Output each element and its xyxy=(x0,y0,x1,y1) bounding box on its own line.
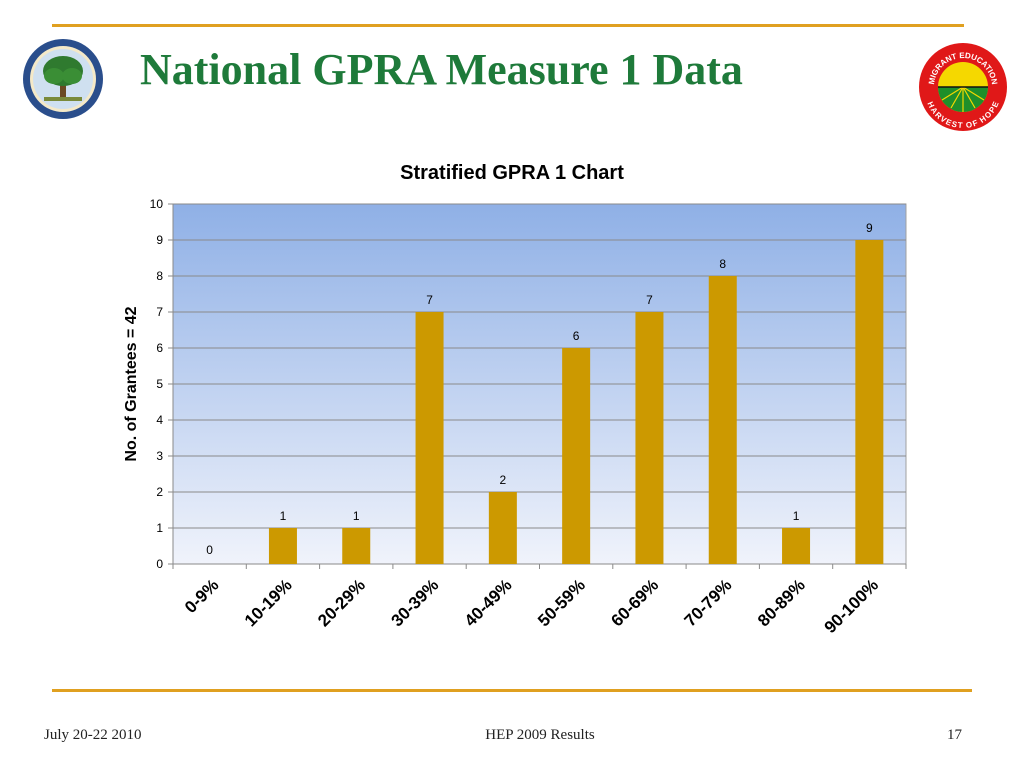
y-tick-label: 1 xyxy=(156,521,163,535)
y-tick-label: 10 xyxy=(150,197,164,211)
y-tick-label: 7 xyxy=(156,305,163,319)
x-tick-label: 30-39% xyxy=(388,575,443,630)
migrant-education-logo-icon: MIGRANT EDUCATION HARVEST OF HOPE xyxy=(919,43,1007,131)
data-label: 7 xyxy=(646,293,653,307)
data-label: 1 xyxy=(353,509,360,523)
x-tick-label: 10-19% xyxy=(241,575,296,630)
plot-area: 0 1 2 3 4 5 6 7 8 9 10 0 1 1 7 2 6 7 8 1 9 0-9% 10-19% 20-29% 30… xyxy=(150,197,907,637)
y-tick-label: 3 xyxy=(156,449,163,463)
y-tick-label: 6 xyxy=(156,341,163,355)
y-tick-label: 9 xyxy=(156,233,163,247)
bar xyxy=(268,528,297,564)
data-label: 1 xyxy=(280,509,287,523)
bar xyxy=(855,240,884,564)
x-tick-label: 80-89% xyxy=(754,575,809,630)
data-label: 0 xyxy=(206,543,213,557)
bar xyxy=(342,528,371,564)
data-label: 7 xyxy=(426,293,433,307)
x-tick-label: 40-49% xyxy=(461,575,516,630)
x-tick-label: 0-9% xyxy=(181,575,222,616)
y-tick-label: 5 xyxy=(156,377,163,391)
bar xyxy=(635,312,664,564)
slide-title: National GPRA Measure 1 Data xyxy=(140,45,743,94)
data-label: 9 xyxy=(866,221,873,235)
footer-date: July 20-22 2010 xyxy=(44,727,142,743)
y-tick-label: 0 xyxy=(156,557,163,571)
bar-chart: Stratified GPRA 1 Chart No. of Grantees … xyxy=(123,162,907,637)
x-tick-label: 60-69% xyxy=(607,575,662,630)
bar xyxy=(708,276,737,564)
footer-center-text: HEP 2009 Results xyxy=(485,727,595,743)
x-tick-label: 90-100% xyxy=(821,575,883,637)
data-label: 8 xyxy=(719,257,726,271)
x-tick-label: 70-79% xyxy=(681,575,736,630)
y-axis-label: No. of Grantees = 42 xyxy=(123,306,140,461)
data-label: 6 xyxy=(573,329,580,343)
page-number: 17 xyxy=(947,727,962,743)
top-rule xyxy=(52,24,964,27)
department-of-education-seal-icon xyxy=(23,39,103,119)
y-tick-label: 2 xyxy=(156,485,163,499)
bottom-rule xyxy=(52,689,972,692)
data-label: 2 xyxy=(500,473,507,487)
data-label: 1 xyxy=(793,509,800,523)
bar xyxy=(415,312,444,564)
bar xyxy=(782,528,811,564)
x-tick-label: 20-29% xyxy=(314,575,369,630)
chart-title: Stratified GPRA 1 Chart xyxy=(400,162,624,184)
bar xyxy=(488,492,517,564)
bar xyxy=(562,348,591,564)
x-tick-label: 50-59% xyxy=(534,575,589,630)
y-tick-label: 4 xyxy=(156,413,163,427)
y-tick-label: 8 xyxy=(156,269,163,283)
